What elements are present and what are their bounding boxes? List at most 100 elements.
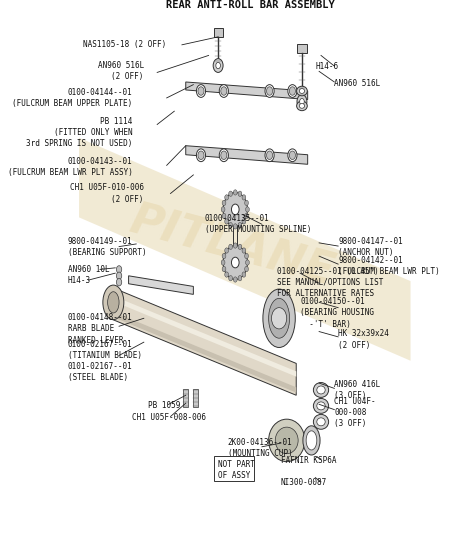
Circle shape bbox=[242, 219, 246, 224]
Circle shape bbox=[300, 99, 304, 105]
Ellipse shape bbox=[299, 89, 305, 93]
Text: REAR ANTI-ROLL BAR ASSEMBLY: REAR ANTI-ROLL BAR ASSEMBLY bbox=[166, 1, 335, 10]
Circle shape bbox=[234, 224, 237, 229]
Circle shape bbox=[266, 87, 273, 95]
Circle shape bbox=[222, 200, 226, 206]
Circle shape bbox=[229, 276, 233, 281]
Bar bbox=[184, 389, 188, 408]
Circle shape bbox=[225, 248, 229, 253]
Text: AN960 10L: AN960 10L bbox=[68, 265, 109, 274]
Circle shape bbox=[289, 151, 296, 159]
Circle shape bbox=[198, 87, 204, 95]
Ellipse shape bbox=[317, 402, 325, 410]
Circle shape bbox=[219, 84, 229, 98]
Polygon shape bbox=[129, 276, 194, 294]
Circle shape bbox=[245, 213, 248, 219]
Circle shape bbox=[297, 95, 307, 109]
Circle shape bbox=[288, 84, 297, 98]
Text: 0100-02167--01
(TITANIUM BLADE)
0101-02167--01
(STEEL BLADE): 0100-02167--01 (TITANIUM BLADE) 0101-021… bbox=[68, 340, 142, 382]
Circle shape bbox=[231, 204, 239, 215]
Ellipse shape bbox=[275, 427, 298, 454]
Ellipse shape bbox=[299, 104, 305, 109]
Circle shape bbox=[234, 190, 237, 195]
Ellipse shape bbox=[269, 419, 305, 461]
Circle shape bbox=[225, 219, 229, 224]
Ellipse shape bbox=[317, 418, 325, 426]
Ellipse shape bbox=[297, 86, 307, 96]
Text: H14-3: H14-3 bbox=[68, 276, 91, 284]
Circle shape bbox=[242, 272, 246, 277]
Bar bbox=[297, 44, 306, 53]
Text: 9800-04149--01
(BEARING SUPPORT): 9800-04149--01 (BEARING SUPPORT) bbox=[68, 237, 146, 256]
Circle shape bbox=[221, 207, 225, 212]
Circle shape bbox=[221, 151, 227, 159]
Circle shape bbox=[196, 149, 206, 162]
Circle shape bbox=[245, 200, 248, 206]
Circle shape bbox=[223, 192, 248, 226]
Text: 2K00-04136--01
(MOUNTING CUP): 2K00-04136--01 (MOUNTING CUP) bbox=[228, 438, 292, 459]
Text: FAFNIR KSP6A: FAFNIR KSP6A bbox=[281, 455, 337, 465]
Circle shape bbox=[231, 257, 239, 268]
Circle shape bbox=[117, 272, 122, 279]
Circle shape bbox=[289, 87, 296, 95]
Ellipse shape bbox=[269, 298, 289, 338]
Circle shape bbox=[225, 195, 229, 200]
Circle shape bbox=[222, 213, 226, 219]
Circle shape bbox=[271, 307, 287, 329]
Circle shape bbox=[246, 260, 249, 265]
Text: 0100-04143--01
(FULCRUM BEAM LWR PLT ASSY): 0100-04143--01 (FULCRUM BEAM LWR PLT ASS… bbox=[8, 157, 132, 177]
Circle shape bbox=[238, 222, 242, 228]
Circle shape bbox=[216, 62, 220, 68]
Polygon shape bbox=[79, 138, 410, 361]
Polygon shape bbox=[186, 82, 308, 100]
Circle shape bbox=[238, 191, 242, 196]
Polygon shape bbox=[109, 294, 296, 376]
Circle shape bbox=[238, 244, 242, 249]
Circle shape bbox=[266, 151, 273, 159]
Ellipse shape bbox=[303, 426, 320, 455]
Ellipse shape bbox=[103, 285, 124, 319]
Ellipse shape bbox=[306, 431, 317, 450]
Text: CH1 U04F-
000-008
(3 OFF): CH1 U04F- 000-008 (3 OFF) bbox=[334, 397, 376, 429]
Text: AN960 516L: AN960 516L bbox=[334, 78, 381, 88]
Bar bbox=[193, 389, 198, 408]
Text: 0100-04150--01
(BEARING HOUSING
  -'T' BAR): 0100-04150--01 (BEARING HOUSING -'T' BAR… bbox=[300, 298, 374, 329]
Circle shape bbox=[117, 278, 122, 286]
Circle shape bbox=[213, 59, 223, 72]
Text: NAS1105-18 (2 OFF): NAS1105-18 (2 OFF) bbox=[83, 41, 166, 49]
Text: 0100-04148--01
RARB BLADE
RANKED LEVER: 0100-04148--01 RARB BLADE RANKED LEVER bbox=[68, 313, 132, 345]
Text: 0100-04125--01 (0.45")
SEE MANUAL/OPTIONS LIST
FOR ALTERNATIVE RATES: 0100-04125--01 (0.45") SEE MANUAL/OPTION… bbox=[277, 266, 383, 298]
Circle shape bbox=[225, 272, 229, 277]
Circle shape bbox=[246, 207, 249, 212]
Circle shape bbox=[242, 248, 246, 253]
Circle shape bbox=[238, 276, 242, 281]
Text: HK 32x39x24
(2 OFF): HK 32x39x24 (2 OFF) bbox=[338, 329, 389, 350]
Ellipse shape bbox=[313, 398, 328, 413]
Circle shape bbox=[223, 246, 248, 279]
Polygon shape bbox=[109, 310, 296, 392]
Circle shape bbox=[196, 84, 206, 98]
Text: 9800-04142--01
(FULCRUM BEAM LWR PLT): 9800-04142--01 (FULCRUM BEAM LWR PLT) bbox=[338, 256, 440, 276]
Polygon shape bbox=[109, 287, 296, 395]
Circle shape bbox=[229, 191, 233, 196]
Circle shape bbox=[288, 149, 297, 162]
Ellipse shape bbox=[313, 414, 328, 429]
Circle shape bbox=[234, 243, 237, 248]
Ellipse shape bbox=[313, 383, 328, 397]
Text: AN960 416L
(3 OFF): AN960 416L (3 OFF) bbox=[334, 380, 381, 400]
Bar bbox=[214, 28, 223, 37]
Circle shape bbox=[222, 253, 226, 259]
Ellipse shape bbox=[317, 386, 325, 394]
Text: CH1 U05F-010-006
(2 OFF): CH1 U05F-010-006 (2 OFF) bbox=[70, 184, 144, 203]
Circle shape bbox=[265, 149, 274, 162]
Text: 9800-04147--01
(ANCHOR NUT): 9800-04147--01 (ANCHOR NUT) bbox=[338, 237, 403, 256]
Circle shape bbox=[242, 195, 246, 200]
Text: CH1 U05F-008-006: CH1 U05F-008-006 bbox=[132, 413, 207, 422]
Text: NOT PART
OF ASSY: NOT PART OF ASSY bbox=[218, 460, 255, 480]
Text: H14-6: H14-6 bbox=[315, 61, 338, 71]
Ellipse shape bbox=[108, 292, 119, 313]
Text: PB 1114
(FITTED ONLY WHEN
3rd SPRING IS NOT USED): PB 1114 (FITTED ONLY WHEN 3rd SPRING IS … bbox=[26, 117, 132, 148]
Text: 0100-04144--01
(FULCRUM BEAM UPPER PLATE): 0100-04144--01 (FULCRUM BEAM UPPER PLATE… bbox=[12, 88, 132, 108]
Text: NI300-0087: NI300-0087 bbox=[281, 478, 327, 487]
Text: PITLANE: PITLANE bbox=[125, 199, 338, 294]
